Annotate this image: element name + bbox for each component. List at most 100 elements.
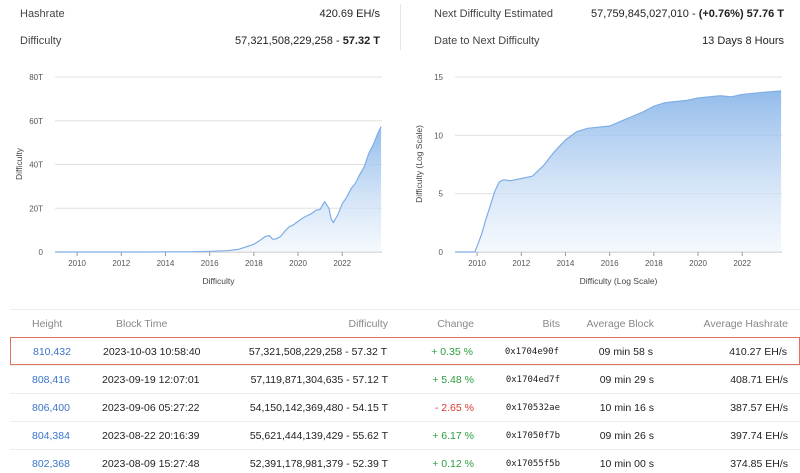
table-row[interactable]: 804,384 2023-08-22 20:16:39 55,621,444,139…: [10, 421, 800, 449]
difficulty-line: [55, 126, 382, 253]
table-row[interactable]: 810,432 2023-10-03 10:58:40 57,321,508,229…: [10, 337, 800, 365]
block-height-link[interactable]: 806,400: [32, 402, 70, 414]
header-bits[interactable]: Bits: [542, 318, 560, 330]
average-hashrate-cell: 408.71 EH/s: [730, 374, 788, 386]
difficulty-table: Height Block Time Difficulty Change Bits…: [10, 309, 800, 473]
next-date-label: Date to Next Difficulty: [434, 35, 540, 47]
difficulty-cell: 57,119,871,304,635 - 57.12 T: [250, 374, 388, 386]
block-time: 2023-09-19 12:07:01: [102, 374, 200, 386]
average-hashrate-cell: 374.85 EH/s: [730, 458, 788, 470]
table-row[interactable]: 802,368 2023-08-09 15:27:48 52,391,178,981…: [10, 449, 800, 473]
difficulty-chart[interactable]: 0 20T 40T 60T 80T 2010 2012 2014 2016 2018 2020 202…: [0, 62, 400, 300]
x-tick-label: 2016: [201, 259, 219, 268]
y-axis-label: Difficulty: [14, 147, 24, 180]
bits-cell: 0x1704e90f: [504, 347, 559, 357]
difficulty-log-chart[interactable]: 0 5 10 15 2010 2012 2014 2016 2018 2020 2022 Diffic…: [400, 62, 800, 300]
header-change[interactable]: Change: [437, 318, 474, 330]
header-average-block[interactable]: Average Block: [586, 318, 654, 330]
stats-right-column: Next Difficulty Estimated 57,759,845,027…: [434, 0, 784, 58]
y-tick-label: 0: [39, 248, 44, 257]
average-block-cell: 10 min 00 s: [599, 458, 654, 470]
difficulty-cell: 55,621,444,139,429 - 55.62 T: [249, 430, 388, 442]
x-axis-label: Difficulty (Log Scale): [580, 276, 658, 286]
average-hashrate-cell: 410.27 EH/s: [729, 346, 787, 358]
table-row[interactable]: 808,416 2023-09-19 12:07:01 57,119,871,304…: [10, 365, 800, 393]
average-hashrate-cell: 387.57 EH/s: [730, 402, 788, 414]
next-date-row: Date to Next Difficulty 13 Days 8 Hours: [434, 34, 784, 48]
difficulty-cell: 52,391,178,981,379 - 52.39 T: [249, 458, 388, 470]
x-tick-label: 2012: [112, 259, 130, 268]
difficulty-row: Difficulty 57,321,508,229,258 - 57.32 T: [20, 34, 380, 48]
average-block-cell: 09 min 58 s: [598, 346, 653, 358]
difficulty-value-full: 57,321,508,229,258 -: [235, 35, 343, 47]
y-axis-label: Difficulty (Log Scale): [414, 125, 424, 203]
y-tick-label: 40T: [29, 161, 43, 170]
block-height-link[interactable]: 810,432: [33, 346, 71, 358]
x-tick-label: 2020: [689, 259, 707, 268]
block-height-link[interactable]: 808,416: [32, 374, 70, 386]
stats-panel: Hashrate 420.69 EH/s Difficulty 57,321,5…: [0, 0, 800, 58]
next-difficulty-value: 57,759,845,027,010 - (+0.76%) 57.76 T: [591, 7, 784, 21]
x-tick-label: 2018: [245, 259, 263, 268]
x-tick-label: 2014: [557, 259, 575, 268]
y-tick-label: 60T: [29, 117, 43, 126]
x-tick-label: 2012: [512, 259, 530, 268]
next-difficulty-row: Next Difficulty Estimated 57,759,845,027…: [434, 7, 784, 21]
y-tick-label: 15: [434, 73, 443, 82]
x-tick-label: 2022: [733, 259, 751, 268]
hashrate-value: 420.69 EH/s: [319, 8, 380, 20]
x-tick-label: 2018: [645, 259, 663, 268]
hashrate-row: Hashrate 420.69 EH/s: [20, 7, 380, 21]
header-height[interactable]: Height: [32, 318, 63, 330]
difficulty-log-chart-svg[interactable]: 0 5 10 15 2010 2012 2014 2016 2018 2020 2022 Diffic…: [400, 62, 800, 300]
difficulty-cell: 54,150,142,369,480 - 54.15 T: [249, 402, 388, 414]
difficulty-value: 57,321,508,229,258 - 57.32 T: [235, 34, 380, 48]
bits-cell: 0x17055f5b: [505, 459, 560, 469]
difficulty-cell: 57,321,508,229,258 - 57.32 T: [248, 346, 387, 358]
difficulty-chart-svg[interactable]: 0 20T 40T 60T 80T 2010 2012 2014 2016 2018 2020 202…: [0, 62, 400, 300]
block-time: 2023-10-03 10:58:40: [103, 346, 201, 358]
table-row[interactable]: 806,400 2023-09-06 05:27:22 54,150,142,369…: [10, 393, 800, 421]
y-tick-label: 0: [439, 248, 444, 257]
average-hashrate-cell: 397.74 EH/s: [730, 430, 788, 442]
change-cell: + 0.12 %: [432, 458, 474, 470]
header-difficulty[interactable]: Difficulty: [348, 318, 388, 330]
y-tick-label: 5: [439, 190, 444, 199]
difficulty-label: Difficulty: [20, 35, 62, 47]
change-cell: + 5.48 %: [432, 374, 474, 386]
change-cell: + 6.17 %: [432, 430, 474, 442]
block-height-link[interactable]: 802,368: [32, 458, 70, 470]
y-tick-label: 80T: [29, 73, 43, 82]
y-tick-label: 10: [434, 131, 443, 140]
block-time: 2023-08-09 15:27:48: [102, 458, 200, 470]
header-block-time[interactable]: Block Time: [116, 318, 168, 330]
x-tick-label: 2020: [289, 259, 307, 268]
next-date-value: 13 Days 8 Hours: [702, 35, 784, 47]
change-cell: - 2.65 %: [434, 402, 474, 414]
block-time: 2023-09-06 05:27:22: [102, 402, 200, 414]
difficulty-line: [455, 90, 782, 253]
bits-cell: 0x17050f7b: [505, 431, 560, 441]
x-tick-label: 2010: [68, 259, 86, 268]
change-cell: + 0.35 %: [431, 346, 473, 358]
next-difficulty-value-short: (+0.76%) 57.76 T: [698, 8, 784, 20]
y-tick-label: 20T: [29, 204, 43, 213]
block-time: 2023-08-22 20:16:39: [102, 430, 200, 442]
difficulty-value-short: 57.32 T: [342, 35, 380, 47]
hashrate-label: Hashrate: [20, 8, 65, 20]
bits-cell: 0x170532ae: [505, 403, 560, 413]
x-axis-label: Difficulty: [203, 276, 236, 286]
x-tick-label: 2016: [601, 259, 619, 268]
average-block-cell: 09 min 29 s: [599, 374, 654, 386]
x-tick-label: 2014: [157, 259, 175, 268]
next-difficulty-value-full: 57,759,845,027,010 -: [591, 8, 699, 20]
average-block-cell: 10 min 16 s: [599, 402, 654, 414]
block-height-link[interactable]: 804,384: [32, 430, 70, 442]
bits-cell: 0x1704ed7f: [505, 375, 560, 385]
table-header: Height Block Time Difficulty Change Bits…: [10, 309, 800, 337]
header-average-hashrate[interactable]: Average Hashrate: [703, 318, 788, 330]
x-tick-label: 2022: [333, 259, 351, 268]
difficulty-area: [55, 126, 382, 252]
x-tick-label: 2010: [468, 259, 486, 268]
difficulty-area: [455, 91, 782, 252]
